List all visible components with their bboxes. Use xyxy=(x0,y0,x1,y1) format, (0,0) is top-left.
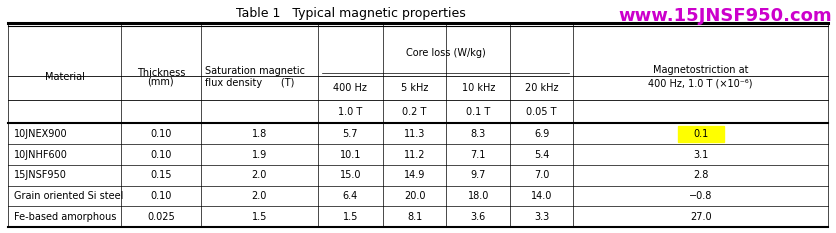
FancyBboxPatch shape xyxy=(678,126,724,142)
Text: 6.9: 6.9 xyxy=(534,129,549,139)
Text: 3.3: 3.3 xyxy=(534,212,549,222)
Text: 5.7: 5.7 xyxy=(343,129,358,139)
Text: 10.1: 10.1 xyxy=(339,150,361,160)
Text: 7.1: 7.1 xyxy=(471,150,486,160)
Text: www.15JNSF950.com: www.15JNSF950.com xyxy=(618,7,832,25)
Text: 0.15: 0.15 xyxy=(150,170,171,180)
Text: 27.0: 27.0 xyxy=(690,212,711,222)
Text: 400 Hz, 1.0 T (×10⁻⁶): 400 Hz, 1.0 T (×10⁻⁶) xyxy=(649,79,753,88)
Text: 10 kHz: 10 kHz xyxy=(461,83,495,93)
Text: 8.1: 8.1 xyxy=(407,212,422,222)
Text: 1.0 T: 1.0 T xyxy=(338,107,363,117)
Text: 5 kHz: 5 kHz xyxy=(401,83,428,93)
Text: 0.025: 0.025 xyxy=(147,212,175,222)
Text: 0.05 T: 0.05 T xyxy=(527,107,557,117)
Text: 1.5: 1.5 xyxy=(252,212,267,222)
Text: 8.3: 8.3 xyxy=(471,129,486,139)
Text: (mm): (mm) xyxy=(148,77,174,86)
Text: −0.8: −0.8 xyxy=(689,191,712,201)
Text: Fe-based amorphous: Fe-based amorphous xyxy=(14,212,116,222)
Text: 5.4: 5.4 xyxy=(534,150,549,160)
Text: 0.1 T: 0.1 T xyxy=(466,107,491,117)
Text: 1.9: 1.9 xyxy=(252,150,267,160)
Text: Table 1   Typical magnetic properties: Table 1 Typical magnetic properties xyxy=(237,7,466,20)
Text: 0.10: 0.10 xyxy=(150,150,171,160)
Text: 20.0: 20.0 xyxy=(404,191,426,201)
Text: 10JNEX900: 10JNEX900 xyxy=(14,129,68,139)
Text: Magnetostriction at: Magnetostriction at xyxy=(653,65,748,75)
Text: 0.10: 0.10 xyxy=(150,129,171,139)
Text: flux density      (T): flux density (T) xyxy=(205,78,294,88)
Text: Core loss (W/kg): Core loss (W/kg) xyxy=(405,48,486,58)
Text: 0.1: 0.1 xyxy=(693,129,708,139)
Text: 2.8: 2.8 xyxy=(693,170,708,180)
Text: 3.1: 3.1 xyxy=(693,150,708,160)
Text: 2.0: 2.0 xyxy=(252,191,267,201)
Text: 6.4: 6.4 xyxy=(343,191,358,201)
Text: Saturation magnetic: Saturation magnetic xyxy=(205,66,305,76)
Text: Grain oriented Si steel: Grain oriented Si steel xyxy=(14,191,124,201)
Text: 1.8: 1.8 xyxy=(252,129,267,139)
Text: 18.0: 18.0 xyxy=(467,191,489,201)
Text: 0.10: 0.10 xyxy=(150,191,171,201)
Text: Material: Material xyxy=(45,72,84,82)
Text: 2.0: 2.0 xyxy=(252,170,267,180)
Text: 3.6: 3.6 xyxy=(471,212,486,222)
Text: 1.5: 1.5 xyxy=(343,212,358,222)
Text: 11.2: 11.2 xyxy=(404,150,426,160)
Text: 20 kHz: 20 kHz xyxy=(525,83,558,93)
Text: 0.2 T: 0.2 T xyxy=(402,107,427,117)
Text: 10JNHF600: 10JNHF600 xyxy=(14,150,68,160)
Text: 11.3: 11.3 xyxy=(404,129,426,139)
Text: Thickness: Thickness xyxy=(137,69,185,78)
Text: 14.0: 14.0 xyxy=(531,191,553,201)
Text: 7.0: 7.0 xyxy=(534,170,549,180)
Text: 9.7: 9.7 xyxy=(471,170,486,180)
Text: 15.0: 15.0 xyxy=(339,170,361,180)
Text: 14.9: 14.9 xyxy=(404,170,426,180)
Text: 15JNSF950: 15JNSF950 xyxy=(14,170,67,180)
Text: 400 Hz: 400 Hz xyxy=(334,83,367,93)
